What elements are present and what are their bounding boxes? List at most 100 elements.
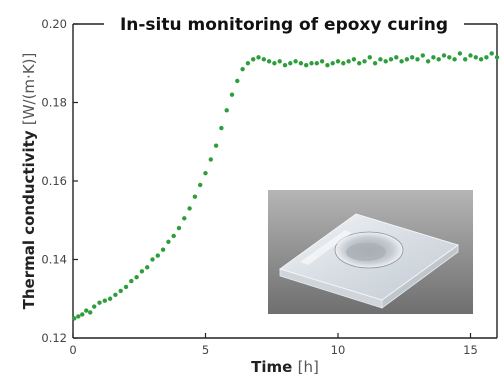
y-tick-label-0: 0.12 [41, 331, 67, 345]
data-point-73 [452, 57, 457, 62]
data-point-53 [346, 59, 351, 64]
data-point-42 [288, 61, 293, 66]
data-point-19 [166, 239, 171, 245]
data-point-11 [123, 284, 129, 290]
data-point-12 [129, 278, 134, 284]
data-point-30 [224, 108, 229, 113]
data-point-64 [404, 57, 410, 62]
data-point-43 [293, 59, 298, 64]
data-point-70 [436, 57, 441, 62]
data-point-63 [399, 59, 404, 64]
data-point-76 [468, 53, 473, 58]
data-point-24 [192, 194, 198, 199]
data-point-65 [410, 55, 415, 60]
data-point-16 [150, 257, 155, 262]
data-point-68 [425, 59, 431, 64]
data-point-8 [107, 296, 113, 301]
data-point-21 [176, 225, 182, 231]
data-point-57 [367, 55, 372, 60]
data-point-37 [261, 57, 266, 62]
data-point-6 [97, 300, 102, 305]
data-point-35 [251, 57, 256, 62]
data-point-66 [415, 57, 420, 62]
data-point-46 [309, 61, 314, 66]
data-point-32 [235, 78, 240, 84]
y-axis-unit: [W/(m·K)] [20, 53, 38, 126]
data-point-48 [319, 59, 325, 64]
data-point-71 [441, 53, 447, 58]
x-axis-label: Time [251, 358, 292, 375]
data-point-14 [139, 269, 145, 274]
data-point-1 [76, 314, 81, 319]
data-point-27 [208, 157, 213, 162]
data-point-62 [394, 55, 399, 60]
data-point-13 [134, 274, 139, 280]
y-tick-label-2: 0.16 [41, 174, 67, 188]
x-tick-label-1: 5 [202, 343, 209, 357]
data-point-28 [213, 143, 219, 148]
data-point-3 [84, 308, 89, 313]
data-series-points [72, 51, 500, 321]
data-point-10 [118, 288, 123, 294]
data-point-26 [203, 170, 208, 176]
data-point-72 [447, 55, 452, 60]
y-tick-label-3: 0.18 [41, 96, 67, 110]
data-point-51 [335, 59, 341, 64]
x-axis-title: Time [h] [251, 358, 319, 375]
data-point-22 [182, 216, 187, 221]
chart-title: In-situ monitoring of epoxy curing [120, 15, 448, 35]
data-point-52 [341, 61, 346, 66]
sample-cavity-bottom [346, 243, 386, 261]
data-point-15 [145, 265, 150, 270]
y-axis-label: Thermal conductivity [20, 130, 38, 309]
sample-highlight [300, 230, 352, 265]
data-point-47 [314, 61, 319, 66]
data-point-34 [245, 61, 251, 66]
x-axis-unit: [h] [298, 358, 319, 375]
x-tick-label-0: 0 [69, 343, 76, 357]
data-point-44 [298, 61, 304, 66]
data-point-17 [155, 253, 160, 258]
data-point-23 [187, 206, 192, 211]
data-point-80 [489, 51, 494, 56]
data-point-67 [420, 53, 425, 58]
data-point-58 [372, 61, 378, 66]
data-point-0 [72, 316, 77, 321]
data-point-39 [272, 61, 277, 66]
data-point-60 [383, 59, 388, 64]
data-point-18 [160, 247, 166, 252]
axis-tick-labels: 0 5 10 15 0.12 0.14 0.16 0.18 0.20 [41, 17, 477, 357]
x-tick-label-2: 10 [331, 343, 346, 357]
data-point-59 [378, 57, 383, 62]
data-point-29 [219, 125, 224, 131]
data-point-50 [330, 61, 335, 66]
data-point-79 [484, 55, 489, 60]
y-axis-title: Thermal conductivity [W/(m·K)] [20, 53, 38, 310]
sample-photo-inset [268, 190, 473, 314]
y-tick-label-1: 0.14 [41, 253, 67, 267]
data-point-75 [463, 57, 468, 62]
data-point-38 [266, 59, 272, 64]
data-point-25 [198, 182, 203, 188]
x-tick-label-3: 15 [463, 343, 478, 357]
data-point-74 [457, 51, 463, 56]
data-point-4 [88, 310, 93, 315]
data-point-9 [113, 292, 118, 298]
data-point-81 [494, 55, 500, 60]
data-point-36 [256, 55, 261, 60]
data-point-61 [388, 57, 394, 62]
data-point-55 [357, 61, 362, 66]
data-point-56 [362, 59, 367, 64]
data-point-45 [304, 63, 309, 68]
data-point-49 [325, 63, 330, 68]
data-point-40 [277, 59, 282, 64]
data-point-77 [473, 55, 478, 60]
y-tick-label-4: 0.20 [41, 17, 67, 31]
data-point-69 [431, 55, 436, 60]
data-point-31 [229, 92, 235, 97]
data-point-41 [282, 63, 288, 68]
data-point-54 [351, 57, 357, 62]
data-point-33 [240, 66, 245, 72]
axis-ticks [72, 23, 472, 339]
